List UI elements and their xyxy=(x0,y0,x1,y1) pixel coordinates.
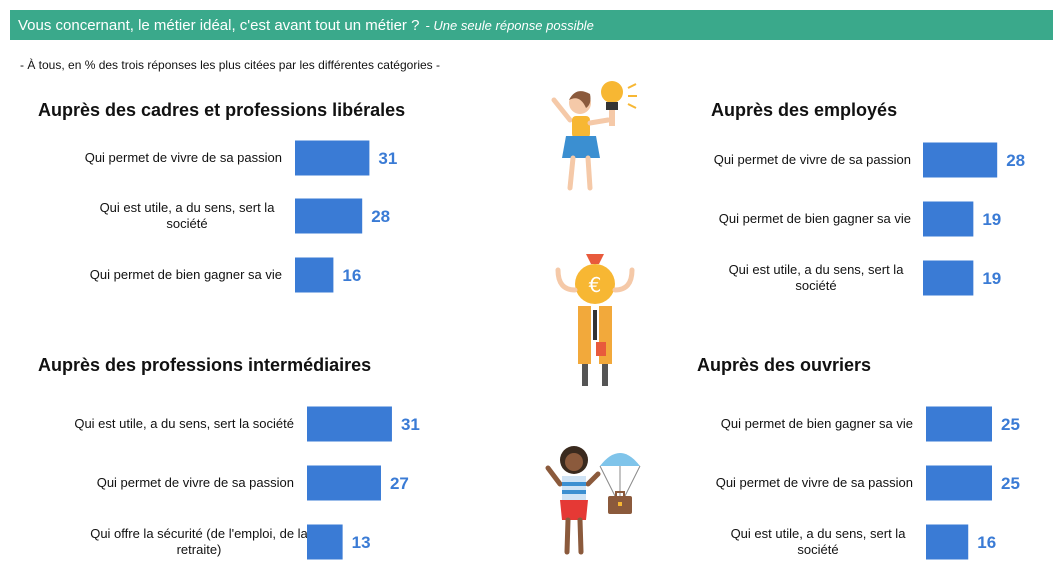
category-label: Qui permet de vivre de sa passion xyxy=(716,475,913,490)
panel-title-ouvriers: Auprès des ouvriers xyxy=(697,355,872,375)
subtitle: - À tous, en % des trois réponses les pl… xyxy=(20,58,440,72)
panel-title-cadres: Auprès des cadres et professions libéral… xyxy=(38,100,406,120)
chart-employes: Qui permet de vivre de sa passion 28 Qui p… xyxy=(714,142,1025,296)
woman-lightbulb-icon xyxy=(551,81,637,191)
category-label: Qui permet de bien gagner sa vie xyxy=(719,211,911,226)
chart-ouvriers: Qui permet de bien gagner sa vie 25 Qui pe… xyxy=(716,406,1020,560)
panel-title-intermediaires: Auprès des professions intermédiaires xyxy=(38,355,372,375)
bar xyxy=(307,465,381,501)
panel-title-employes: Auprès des employés xyxy=(711,100,898,120)
money-bag-person-icon: € xyxy=(555,254,635,386)
person-parachute-briefcase-icon xyxy=(545,446,641,555)
category-label: Qui est utile, a du sens, sert la sociét… xyxy=(74,416,294,431)
bar xyxy=(307,524,343,560)
category-label: Qui permet de vivre de sa passion xyxy=(85,150,282,165)
bar xyxy=(295,198,363,234)
bar xyxy=(923,201,974,237)
question-note: - Une seule réponse possible xyxy=(425,17,594,33)
data-label: 31 xyxy=(401,415,420,434)
bar xyxy=(295,257,334,293)
svg-text:€: € xyxy=(589,273,602,297)
category-label: société xyxy=(166,216,207,231)
data-label: 16 xyxy=(977,533,996,552)
chart-cadres: Qui permet de vivre de sa passion 31 Qui e… xyxy=(85,140,397,293)
category-label: retraite) xyxy=(177,542,222,557)
category-label: Qui est utile, a du sens, sert la xyxy=(731,526,907,541)
bar xyxy=(926,524,969,560)
data-label: 13 xyxy=(352,533,371,552)
category-label: Qui permet de vivre de sa passion xyxy=(97,475,294,490)
chart-intermediaires: Qui est utile, a du sens, sert la sociét… xyxy=(74,406,420,560)
data-label: 31 xyxy=(378,149,397,168)
category-label: Qui permet de bien gagner sa vie xyxy=(721,416,913,431)
bar xyxy=(923,260,974,296)
header-banner: Vous concernant, le métier idéal, c'est … xyxy=(10,10,1053,40)
category-label: Qui est utile, a du sens, sert la xyxy=(729,262,905,277)
bar xyxy=(295,140,370,176)
category-label: Qui permet de bien gagner sa vie xyxy=(90,267,282,282)
data-label: 25 xyxy=(1001,474,1020,493)
bar xyxy=(923,142,998,178)
data-label: 16 xyxy=(342,266,361,285)
category-label: société xyxy=(795,278,836,293)
category-label: Qui offre la sécurité (de l'emploi, de l… xyxy=(90,526,308,541)
data-label: 28 xyxy=(1006,151,1025,170)
bar xyxy=(926,406,992,442)
category-label: Qui permet de vivre de sa passion xyxy=(714,152,911,167)
bar xyxy=(926,465,992,501)
data-label: 27 xyxy=(390,474,409,493)
bar xyxy=(307,406,392,442)
question-text: Vous concernant, le métier idéal, c'est … xyxy=(18,16,420,34)
data-label: 28 xyxy=(371,207,390,226)
data-label: 19 xyxy=(982,210,1001,229)
category-label: société xyxy=(797,542,838,557)
category-label: Qui est utile, a du sens, sert la xyxy=(100,200,276,215)
data-label: 19 xyxy=(982,269,1001,288)
data-label: 25 xyxy=(1001,415,1020,434)
